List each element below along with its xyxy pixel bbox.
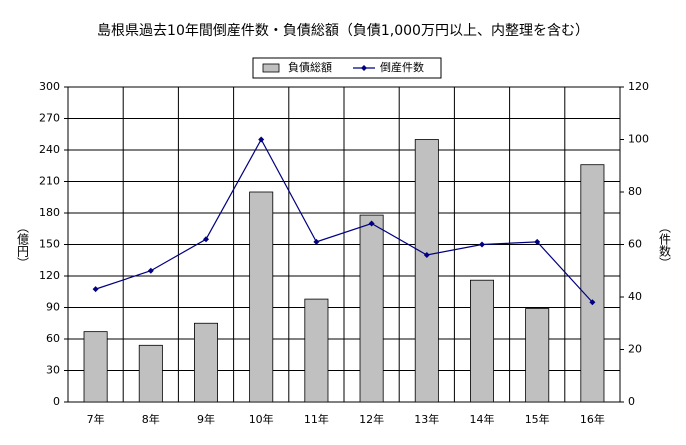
- y-tick-label: 120: [39, 269, 60, 282]
- bar: [304, 298, 329, 403]
- line-marker: [147, 267, 154, 274]
- x-tick-label: 10年: [249, 412, 274, 426]
- bar: [580, 164, 605, 403]
- legend-label: 負債総額: [288, 60, 332, 74]
- x-tick-label: 15年: [525, 412, 550, 426]
- line-marker: [203, 236, 209, 243]
- legend-marker: [361, 65, 367, 71]
- bar: [194, 322, 218, 403]
- x-tick-label: 7年: [87, 412, 105, 426]
- y-tick-label: 150: [39, 238, 60, 251]
- bar: [525, 308, 550, 403]
- y-tick-label: 30: [46, 364, 60, 377]
- legend-box: [252, 57, 442, 79]
- bar: [414, 139, 439, 403]
- x-tick-label: 12年: [359, 412, 384, 426]
- y2-tick-label: 0: [628, 395, 635, 408]
- y2-tick-label: 60: [628, 238, 642, 251]
- line-marker: [589, 299, 596, 306]
- bar: [470, 279, 494, 403]
- legend-label: 倒産件数: [380, 61, 424, 74]
- y2-tick-label: 20: [628, 343, 642, 356]
- line-marker: [534, 238, 541, 245]
- chart-title: 島根県過去10年間倒産件数・負債総額（負債1,000万円以上、内整理を含む）: [97, 23, 589, 39]
- y2-tick-label: 40: [628, 290, 642, 303]
- y-tick-label: 300: [39, 80, 60, 93]
- x-tick-label: 9年: [197, 412, 215, 426]
- line-marker: [368, 220, 375, 227]
- line: [95, 138, 593, 303]
- y2-tick-label: 100: [628, 133, 649, 146]
- x-tick-label: 16年: [580, 412, 605, 426]
- x-tick-label: 13年: [414, 412, 439, 426]
- bar: [359, 214, 384, 403]
- y2-tick-label: 120: [628, 80, 649, 93]
- y-tick-label: 180: [39, 206, 60, 219]
- y-axis-label: （億円）: [16, 221, 30, 269]
- line-marker: [313, 238, 320, 245]
- bar: [138, 344, 163, 403]
- bar: [249, 191, 274, 403]
- line-marker: [258, 136, 265, 143]
- y2-axis-label: （件数）: [658, 221, 672, 269]
- line-marker: [423, 252, 430, 258]
- y2-tick-label: 80: [628, 185, 642, 198]
- y-tick-label: 240: [39, 143, 60, 156]
- x-tick-label: 11年: [304, 412, 329, 426]
- y-tick-label: 0: [53, 395, 60, 408]
- y-tick-label: 210: [39, 175, 60, 188]
- y-tick-label: 90: [46, 301, 60, 314]
- bar: [83, 331, 108, 403]
- x-tick-label: 14年: [470, 412, 495, 426]
- y-tick-label: 270: [39, 112, 60, 125]
- line-marker: [479, 241, 485, 248]
- line-marker: [92, 286, 99, 293]
- y-tick-label: 60: [46, 332, 60, 345]
- legend-swatch: [262, 63, 280, 73]
- x-tick-label: 8年: [142, 412, 160, 426]
